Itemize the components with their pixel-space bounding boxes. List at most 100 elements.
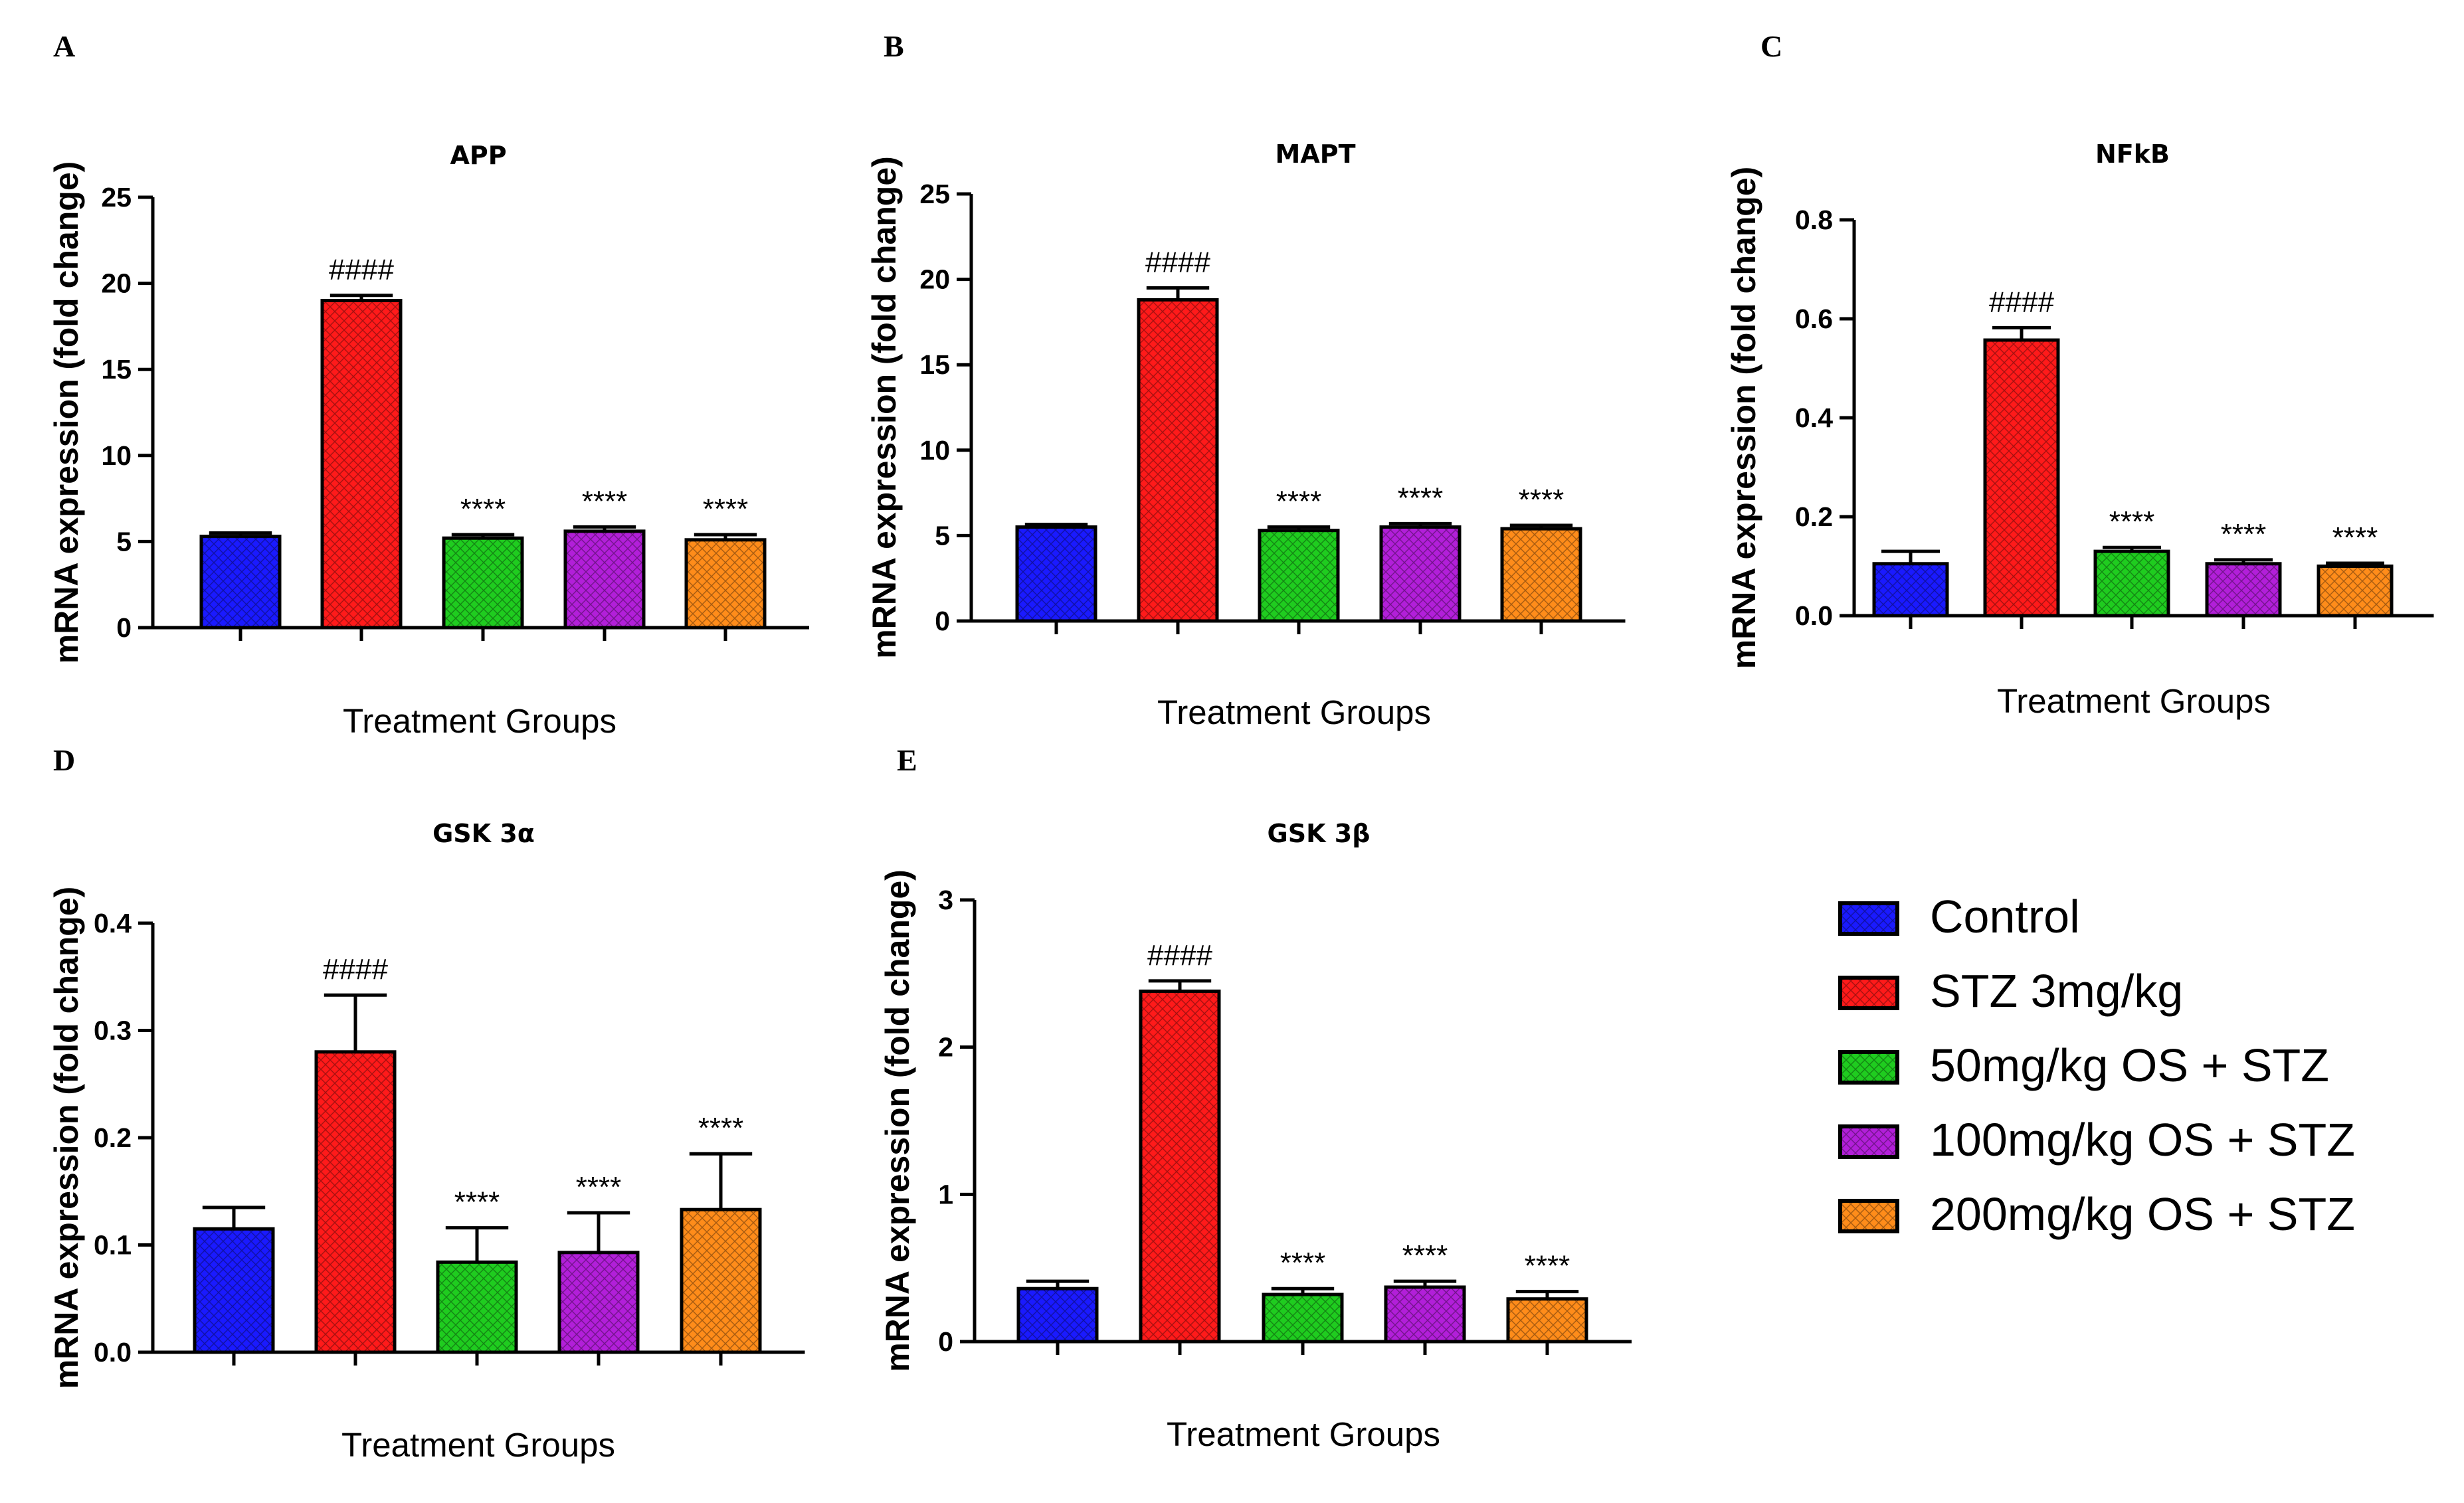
significance-label: **** <box>1276 486 1322 518</box>
significance-label: #### <box>329 254 394 286</box>
y-tick-label: 25 <box>919 179 950 209</box>
y-tick-label: 0.6 <box>1795 304 1833 334</box>
y-tick-label: 0.8 <box>1795 205 1833 235</box>
bar <box>314 1050 397 1354</box>
significance-label: **** <box>698 1112 744 1144</box>
legend-item: 200mg/kg OS + STZ <box>1838 1188 2355 1240</box>
chart-c: C NFkB 0.0 0.2 0.4 0.6 0.8 #### **** **** **** mRNA… <box>1725 29 2434 720</box>
y-tick-label: 5 <box>935 520 950 551</box>
y-tick-label: 1 <box>938 1179 953 1209</box>
y-tick-label: 15 <box>919 349 950 380</box>
chart-e: E GSK 3β 0 1 2 3 #### **** **** **** mRNA expressi… <box>879 743 1632 1453</box>
legend-label: STZ 3mg/kg <box>1930 965 2183 1017</box>
legend-item: 100mg/kg OS + STZ <box>1838 1114 2355 1166</box>
bar <box>2093 549 2170 618</box>
y-tick-label: 0.4 <box>94 908 132 938</box>
y-tick-label: 2 <box>938 1032 953 1063</box>
x-axis-label: Treatment Groups <box>1157 693 1431 731</box>
bar <box>436 1260 518 1354</box>
bar <box>199 535 282 630</box>
panel-letter: A <box>53 29 75 63</box>
y-tick-label: 5 <box>116 526 132 557</box>
significance-label: #### <box>1989 286 2054 318</box>
panel-letter: D <box>53 743 75 777</box>
panel-letter: E <box>897 743 917 777</box>
legend-swatch <box>1838 1199 1899 1233</box>
chart-title: MAPT <box>1276 139 1356 169</box>
y-tick-label: 0.0 <box>1795 600 1833 631</box>
chart-title: NFkB <box>2095 139 2170 169</box>
legend-item: 50mg/kg OS + STZ <box>1838 1039 2329 1091</box>
y-axis-label: mRNA expression (fold change) <box>48 887 85 1389</box>
significance-label: #### <box>323 953 388 986</box>
significance-label: **** <box>2109 505 2155 538</box>
y-tick-label: 0.1 <box>94 1230 132 1261</box>
y-tick-label: 20 <box>919 264 950 295</box>
bar <box>1258 529 1340 623</box>
legend-label: 100mg/kg OS + STZ <box>1930 1114 2355 1166</box>
chart-title: APP <box>450 141 506 170</box>
chart-a: A APP 0 5 10 15 20 25 #### **** **** **** mRNA expre… <box>48 29 809 740</box>
y-axis-label: mRNA expression (fold change) <box>879 869 916 1372</box>
significance-label: **** <box>1280 1247 1326 1279</box>
bar <box>563 529 646 630</box>
significance-label: **** <box>2332 521 2378 554</box>
y-tick-label: 0 <box>938 1326 953 1357</box>
bar <box>557 1251 640 1354</box>
y-tick-label: 15 <box>101 354 132 385</box>
bar <box>442 536 524 630</box>
significance-label: #### <box>1145 246 1210 278</box>
y-tick-label: 0.4 <box>1795 402 1833 433</box>
y-tick-label: 0 <box>116 612 132 643</box>
legend-item: STZ 3mg/kg <box>1838 965 2183 1017</box>
bar <box>1262 1292 1344 1344</box>
legend-swatch <box>1838 1050 1899 1085</box>
bar <box>1506 1297 1588 1344</box>
y-tick-label: 25 <box>101 182 132 213</box>
bar <box>1379 525 1462 623</box>
bar <box>2317 565 2394 618</box>
y-axis-label: mRNA expression (fold change) <box>48 161 85 664</box>
y-tick-label: 10 <box>919 435 950 466</box>
significance-label: **** <box>1525 1250 1570 1282</box>
legend-swatch <box>1838 1124 1899 1159</box>
legend-label: 50mg/kg OS + STZ <box>1930 1039 2329 1091</box>
legend-label: Control <box>1930 891 2080 942</box>
bar <box>684 538 767 630</box>
chart-d: D GSK 3α 0.0 0.1 0.2 0.3 0.4 #### **** **** **** mR… <box>48 743 805 1464</box>
significance-label: **** <box>576 1171 622 1203</box>
y-tick-label: 0.2 <box>1795 501 1833 532</box>
y-tick-label: 0.0 <box>94 1337 132 1368</box>
significance-label: **** <box>1402 1239 1448 1272</box>
bar <box>320 299 403 630</box>
x-axis-label: Treatment Groups <box>1167 1415 1440 1453</box>
y-tick-label: 3 <box>938 885 953 915</box>
significance-label: **** <box>2221 518 2267 551</box>
legend-label: 200mg/kg OS + STZ <box>1930 1188 2355 1240</box>
bar <box>1139 989 1221 1344</box>
y-axis-label: mRNA expression (fold change) <box>1725 167 1762 669</box>
significance-label: **** <box>703 493 749 525</box>
y-tick-label: 10 <box>101 440 132 471</box>
x-axis-label: Treatment Groups <box>343 702 616 740</box>
bar <box>1384 1285 1466 1344</box>
y-tick-label: 20 <box>101 268 132 299</box>
x-axis-label: Treatment Groups <box>1997 682 2271 720</box>
significance-label: **** <box>1398 482 1444 514</box>
legend-swatch <box>1838 976 1899 1010</box>
legend-item: Control <box>1838 891 2080 942</box>
bar <box>1015 525 1097 623</box>
panel-letter: C <box>1760 29 1782 63</box>
x-axis-label: Treatment Groups <box>341 1426 615 1464</box>
significance-label: **** <box>454 1186 500 1219</box>
bar <box>1137 298 1219 623</box>
bar <box>2205 562 2282 618</box>
bar <box>193 1227 275 1354</box>
bar <box>1983 338 2060 618</box>
chart-b: B MAPT 0 5 10 15 20 25 #### **** **** **** mRNA expr… <box>866 29 1626 731</box>
significance-label: **** <box>1519 484 1564 516</box>
legend-swatch <box>1838 901 1899 936</box>
bar <box>1016 1286 1099 1344</box>
